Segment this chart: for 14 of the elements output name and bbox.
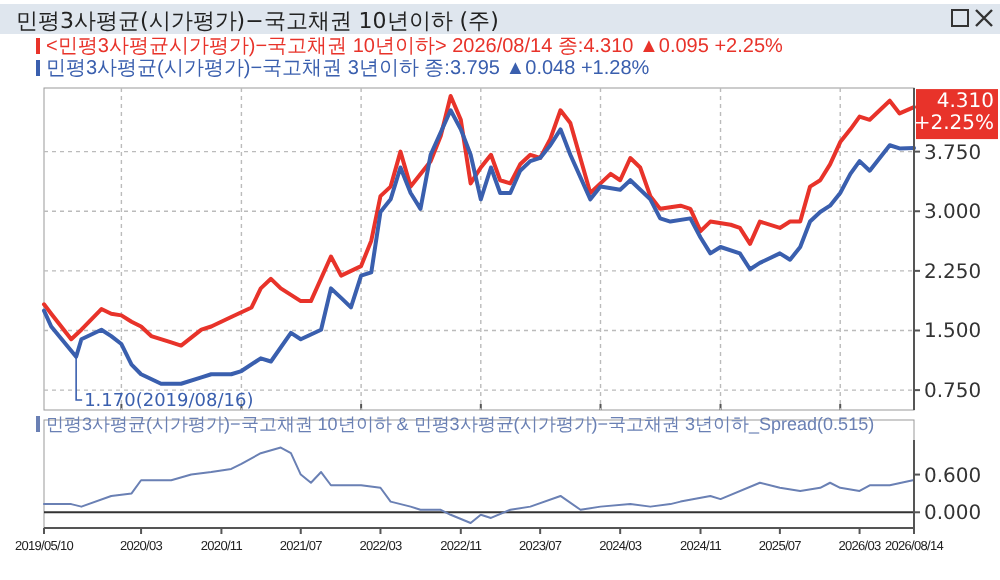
line-series — [43, 446, 915, 524]
annotation: 4.310 +2.25% — [913, 91, 994, 136]
y-tick-label: 0.600 — [924, 465, 982, 488]
y-tick-label: 2.250 — [924, 261, 982, 284]
legend-label: <민평3사평균시가평가)−국고채권 10년이하> 2026/08/14 종:4.310 ▲0.095 +2.25% — [46, 36, 783, 58]
y-tick-label: 0.750 — [924, 381, 982, 404]
y-tick-label: 3.750 — [924, 142, 982, 165]
annotation: 1.170(2019/08/16) — [84, 392, 254, 412]
legend-label: 민평3사평균(시가평가)−국고채권 3년이하 종:3.795 ▲0.048 +1.28% — [46, 58, 650, 80]
chart-title: 민평3사평균(시가평가)−국고채권 10년이하 (주) — [16, 8, 499, 34]
y-tick-label: 3.000 — [924, 202, 982, 225]
y-tick-label: 0.000 — [924, 503, 982, 526]
legend-label: 민평3사평균(시가평가)−국고채권 10년이하 & 민평3사평균(시가평가)−국고채권 3년이하_Spread(0.515) — [46, 414, 875, 434]
y-tick-label: 1.500 — [924, 321, 982, 344]
